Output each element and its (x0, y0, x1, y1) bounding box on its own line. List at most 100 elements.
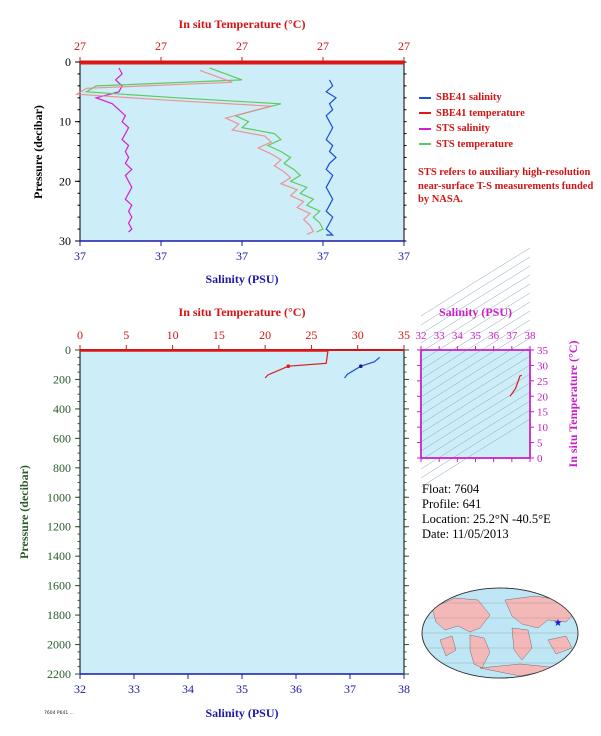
map-land (431, 597, 491, 633)
bottom-tick-label-2: 33 (128, 682, 140, 696)
legend-item: SBE41 salinity (419, 90, 525, 106)
y-tick-label-2: 2200 (47, 667, 71, 681)
density-contour (420, 409, 531, 479)
float-location-star-icon: ★ (554, 618, 563, 629)
top-tick-label: 27 (74, 39, 86, 53)
y-tick-label-2: 1800 (47, 608, 71, 622)
legend-swatch (419, 127, 431, 130)
ts-right-tick-label: 20 (537, 391, 549, 403)
bottom-axis-title-2: Salinity (PSU) (205, 706, 278, 720)
top-tick-label: 27 (236, 39, 248, 53)
legend-item: SBE41 temperature (419, 106, 525, 122)
top-tick-label-2: 15 (213, 328, 225, 342)
series-line-3 (84, 67, 324, 233)
ts-right-tick-label: 10 (537, 422, 549, 434)
density-contour (420, 256, 531, 326)
ts-right-tick-label: 30 (537, 360, 549, 372)
top-axis-title: In situ Temperature (°C) (179, 17, 306, 31)
salinity-marker (359, 364, 363, 369)
location: Location: 25.2°N -40.5°E (422, 512, 551, 526)
legend-swatch (419, 143, 431, 146)
density-contour (420, 391, 531, 461)
density-contour (420, 283, 531, 353)
map-land (504, 595, 576, 629)
y-tick-label-2: 200 (53, 372, 71, 386)
y-tick-label-2: 1200 (47, 520, 71, 534)
top-tick-label-2: 30 (352, 328, 364, 342)
top-axis-title-2: In situ Temperature (°C) (179, 305, 306, 319)
top-tick-label-2: 35 (398, 328, 410, 342)
y-tick-label-2: 600 (53, 431, 71, 445)
legend-swatch (419, 112, 431, 115)
legend: SBE41 salinity SBE41 temperature STS sal… (419, 90, 525, 152)
map-land (439, 635, 457, 657)
plot-area-bottom (79, 349, 405, 675)
ts-top-tick-label: 34 (452, 330, 464, 342)
density-contour (420, 328, 531, 398)
legend-label: STS salinity (436, 123, 490, 135)
y-tick-label: 10 (59, 115, 71, 129)
bottom-tick-label: 37 (317, 249, 329, 263)
ts-top-tick-label: 36 (488, 330, 500, 342)
legend-item: STS salinity (419, 121, 525, 137)
top-tick-label-2: 0 (77, 328, 83, 342)
top-tick-label: 27 (155, 39, 167, 53)
top-tick-label-2: 10 (167, 328, 179, 342)
ts-plot-area (420, 349, 531, 459)
bottom-tick-label-2: 37 (344, 682, 356, 696)
density-contour (420, 319, 531, 389)
y-tick-label-2: 1400 (47, 549, 71, 563)
legend-label: SBE41 salinity (436, 92, 502, 104)
ts-right-tick-label: 25 (537, 376, 549, 388)
legend-swatch (419, 96, 431, 99)
legend-label: SBE41 temperature (436, 107, 525, 119)
map-land-group (422, 595, 578, 677)
density-contour (420, 400, 531, 470)
bottom-tick-label: 37 (398, 249, 410, 263)
bottom-tick-label-2: 32 (74, 682, 86, 696)
ts-right-tick-label: 15 (537, 407, 549, 419)
bottom-tick-label-2: 36 (290, 682, 302, 696)
ts-top-axis-title: Salinity (PSU) (439, 305, 512, 319)
density-contour (420, 247, 531, 317)
density-contour (420, 301, 531, 371)
plot-area-top (79, 61, 405, 242)
ts-top-tick-label: 38 (525, 330, 537, 342)
bottom-tick-label-2: 38 (398, 682, 410, 696)
y-tick-label-2: 0 (65, 343, 71, 357)
ts-top-tick-label: 32 (416, 330, 427, 342)
density-contour (420, 364, 531, 434)
y-tick-label-2: 2000 (47, 638, 71, 652)
y-tick-label-2: 1600 (47, 579, 71, 593)
density-contour (420, 265, 531, 335)
ts-top-tick-label: 33 (434, 330, 446, 342)
temp-shadow-line (74, 69, 315, 235)
map-land (511, 627, 533, 661)
temperature-marker (286, 364, 291, 369)
density-contour (420, 418, 531, 488)
legend-label: STS temperature (436, 138, 514, 150)
y-tick-label: 20 (59, 174, 71, 188)
float-info: Float: 7604 Profile: 641 Location: 25.2°… (422, 482, 551, 542)
date: Date: 11/05/2013 (422, 527, 509, 541)
ts-top-tick-label: 37 (506, 330, 518, 342)
density-contour (420, 337, 531, 407)
bottom-tick-label-2: 34 (182, 682, 194, 696)
bottom-tick-label: 37 (155, 249, 167, 263)
y-tick-label-2: 800 (53, 461, 71, 475)
ts-right-tick-label: 0 (537, 453, 543, 465)
density-contour (420, 310, 531, 380)
density-contour (420, 346, 531, 416)
top-tick-label: 27 (317, 39, 329, 53)
float-id: Float: 7604 (422, 482, 480, 496)
density-contour (420, 382, 531, 452)
top-tick-label: 27 (398, 39, 410, 53)
density-contour (420, 292, 531, 362)
y-tick-label-2: 1000 (47, 490, 71, 504)
bottom-tick-label: 37 (236, 249, 248, 263)
y-axis-title: Pressure (decibar) (31, 105, 45, 199)
series-line-0 (325, 79, 337, 236)
top-tick-label-2: 5 (123, 328, 129, 342)
density-contour (420, 274, 531, 344)
